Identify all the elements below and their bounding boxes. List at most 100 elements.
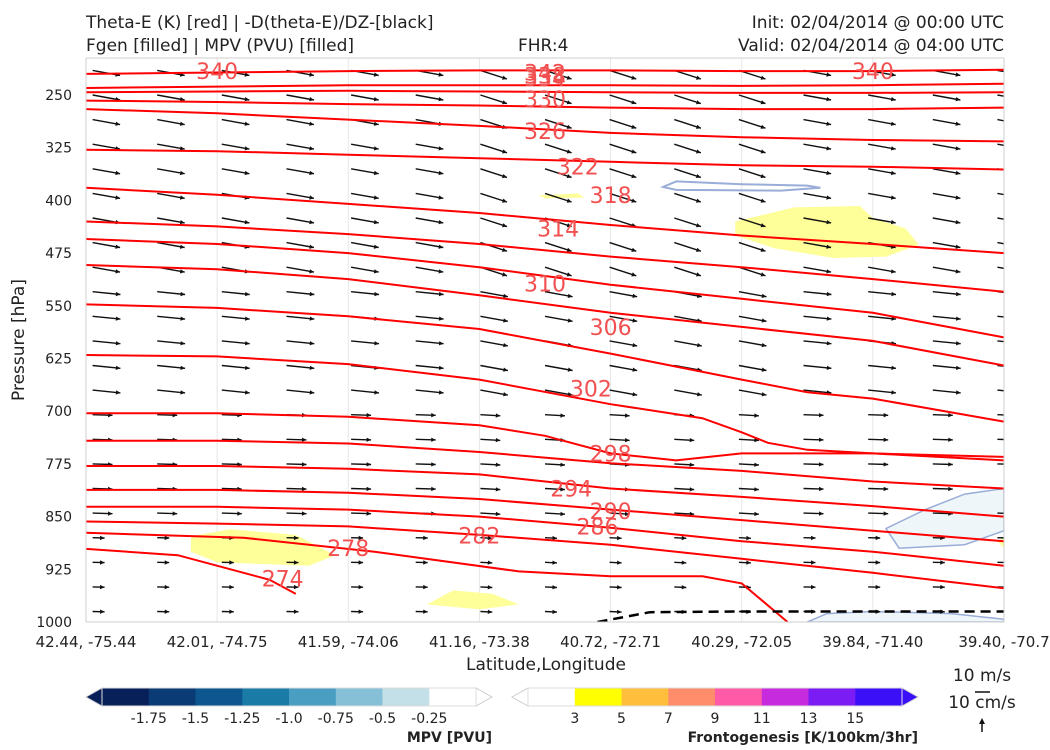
wind-arrow-head xyxy=(566,75,572,80)
colorbar-mpv-tick: -0.75 xyxy=(318,711,354,727)
wind-arrow-head xyxy=(301,462,307,467)
wind-arrow xyxy=(609,535,622,541)
wind-arrow-shaft xyxy=(868,168,896,175)
wind-arrow-shaft xyxy=(674,94,702,105)
wind-arrow-head xyxy=(955,220,961,225)
wind-arrow xyxy=(286,266,315,274)
wind-arrow xyxy=(738,438,759,443)
wind-arrow xyxy=(92,584,105,590)
wind-arrow-head xyxy=(956,365,961,370)
wind-arrow-head xyxy=(631,247,637,252)
wind-arrow-head xyxy=(689,438,695,443)
wind-arrow-shaft xyxy=(415,315,444,320)
wind-arrow xyxy=(221,584,234,590)
wind-arrow-head xyxy=(503,392,508,397)
wind-arrow-head xyxy=(438,341,444,346)
wind-arrow xyxy=(803,584,816,590)
wind-arrow-shaft xyxy=(609,315,638,322)
wind-arrow-head xyxy=(826,170,832,176)
wind-arrow xyxy=(738,118,766,129)
wind-arrow-head xyxy=(115,291,121,297)
contour-label: 286 xyxy=(577,515,619,540)
wind-arrow-head xyxy=(309,146,314,151)
wind-arrow xyxy=(286,535,299,541)
wind-arrow-head xyxy=(373,146,379,151)
theta-e-contour-302 xyxy=(86,412,1004,462)
wind-arrow xyxy=(932,364,961,370)
wind-arrow xyxy=(609,241,637,252)
wind-arrow xyxy=(351,437,372,442)
wind-arrow-head xyxy=(689,487,695,492)
wind-arrow-head xyxy=(180,291,186,297)
colorbar-fgen-segment xyxy=(574,688,623,706)
wind-arrow-shaft xyxy=(738,389,767,396)
wind-arrow xyxy=(674,462,695,467)
wind-arrow-shaft xyxy=(738,266,766,277)
wind-arrow-shaft xyxy=(544,192,572,203)
wind-arrow xyxy=(738,560,751,565)
wind-arrow-head xyxy=(373,72,379,77)
wind-arrow-shaft xyxy=(738,241,766,252)
wind-arrow xyxy=(738,143,766,154)
wind-arrow xyxy=(351,413,372,418)
wind-arrow-shaft xyxy=(221,168,250,175)
theta-e-contour-298 xyxy=(86,439,1004,490)
wind-arrow-head xyxy=(883,486,889,492)
wind-arrow-head xyxy=(1020,245,1025,249)
wind-arrow xyxy=(868,291,897,297)
wind-arrow-shaft xyxy=(932,217,961,224)
wind-arrow xyxy=(609,511,630,517)
wind-arrow-shaft xyxy=(803,266,832,273)
x-tick-label: 42.44, -75.44 xyxy=(36,633,137,651)
wind-arrow-shaft xyxy=(997,192,1004,196)
wind-arrow-head xyxy=(883,462,889,467)
wind-arrow xyxy=(868,364,897,370)
wind-arrow-head xyxy=(891,316,896,321)
wind-arrow-head xyxy=(955,72,961,77)
wind-arrow-head xyxy=(237,462,242,467)
colorbar-mpv-tick: -1.0 xyxy=(275,711,302,727)
wind-arrow xyxy=(997,463,1004,465)
wind-arrow xyxy=(932,94,961,102)
wind-arrow-head xyxy=(956,341,961,346)
wind-arrow xyxy=(221,291,250,297)
wind-arrow-head xyxy=(244,146,250,151)
wind-arrow-shaft xyxy=(997,217,1004,220)
wind-arrow xyxy=(480,585,493,590)
wind-arrow-head xyxy=(502,149,507,154)
wind-arrow xyxy=(803,340,832,346)
wind-arrow-head xyxy=(948,462,953,467)
wind-arrow xyxy=(415,560,428,565)
wind-arrow-shaft xyxy=(803,94,832,101)
wind-arrow-shaft xyxy=(286,266,315,273)
wind-arrow-head xyxy=(503,343,508,348)
colorbar-mpv-tick: -1.25 xyxy=(224,711,260,727)
wind-arrow xyxy=(415,315,444,321)
colorbar-fgen-segment xyxy=(761,688,810,706)
wind-arrow xyxy=(351,609,364,614)
wind-arrow xyxy=(803,168,832,176)
wind-arrow-head xyxy=(180,390,186,395)
wind-arrow-shaft xyxy=(674,118,702,129)
wind-arrow-head xyxy=(1013,438,1018,442)
wind-arrow-head xyxy=(955,121,961,126)
theta-e-contour-294 xyxy=(86,465,1004,518)
wind-arrow-head xyxy=(373,220,379,225)
wind-arrow-shaft xyxy=(738,192,766,203)
wind-arrow xyxy=(286,94,315,102)
x-tick-label: 41.59, -74.06 xyxy=(298,633,399,651)
contour-label: 306 xyxy=(590,316,632,341)
wind-arrow-head xyxy=(955,195,961,200)
wind-arrow xyxy=(351,389,380,395)
wind-arrow-shaft xyxy=(350,94,379,101)
wind-arrow xyxy=(932,462,953,467)
theta-e-contour-314 xyxy=(86,264,1004,367)
wind-arrow-head xyxy=(760,100,766,105)
wind-arrow-head xyxy=(503,367,508,372)
wind-arrow-head xyxy=(301,486,307,492)
wind-arrow xyxy=(286,609,299,614)
wind-arrow-shaft xyxy=(286,143,315,150)
wind-arrow xyxy=(609,609,622,614)
wind-arrow-head xyxy=(1021,366,1026,370)
wind-arrow-shaft xyxy=(544,315,573,322)
